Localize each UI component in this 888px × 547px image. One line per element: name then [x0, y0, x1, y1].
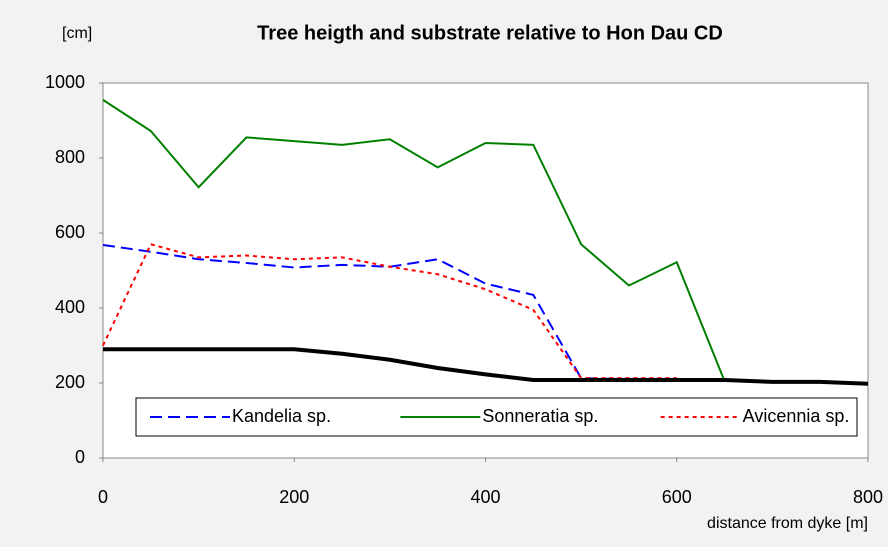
- legend-label: Sonneratia sp.: [482, 406, 598, 426]
- x-tick-label: 0: [98, 487, 108, 507]
- x-tick-label: 400: [470, 487, 500, 507]
- y-tick-label: 1000: [45, 72, 85, 92]
- x-axis-label: distance from dyke [m]: [707, 515, 868, 532]
- y-tick-label: 200: [55, 372, 85, 392]
- y-tick-label: 800: [55, 147, 85, 167]
- line-series: [103, 347, 869, 386]
- line-series: [102, 99, 726, 382]
- legend-label: Kandelia sp.: [232, 406, 331, 426]
- legend-label: Avicennia sp.: [743, 406, 850, 426]
- y-tick-label: 0: [75, 447, 85, 467]
- x-tick-label: 600: [662, 487, 692, 507]
- chart-title: Tree heigth and substrate relative to Ho…: [257, 22, 723, 44]
- plot-area: [102, 82, 869, 459]
- y-tick-label: 400: [55, 297, 85, 317]
- y-axis-label: [cm]: [62, 25, 92, 42]
- legend: [135, 397, 858, 437]
- x-tick-label: 200: [279, 487, 309, 507]
- y-tick-label: 600: [55, 222, 85, 242]
- x-tick-label: 800: [853, 487, 883, 507]
